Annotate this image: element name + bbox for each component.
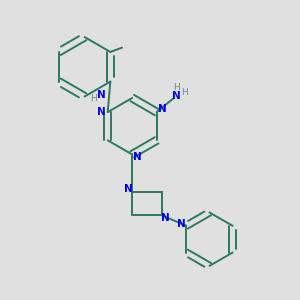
Text: N: N (133, 152, 142, 162)
Text: N: N (161, 213, 170, 224)
Text: N: N (98, 107, 106, 117)
Text: H: H (90, 94, 97, 103)
Text: N: N (172, 91, 181, 101)
Text: N: N (97, 90, 106, 100)
Text: H: H (173, 83, 180, 92)
Text: N: N (158, 104, 166, 114)
Text: H: H (181, 88, 188, 97)
Text: N: N (124, 184, 133, 194)
Text: N: N (177, 219, 186, 229)
